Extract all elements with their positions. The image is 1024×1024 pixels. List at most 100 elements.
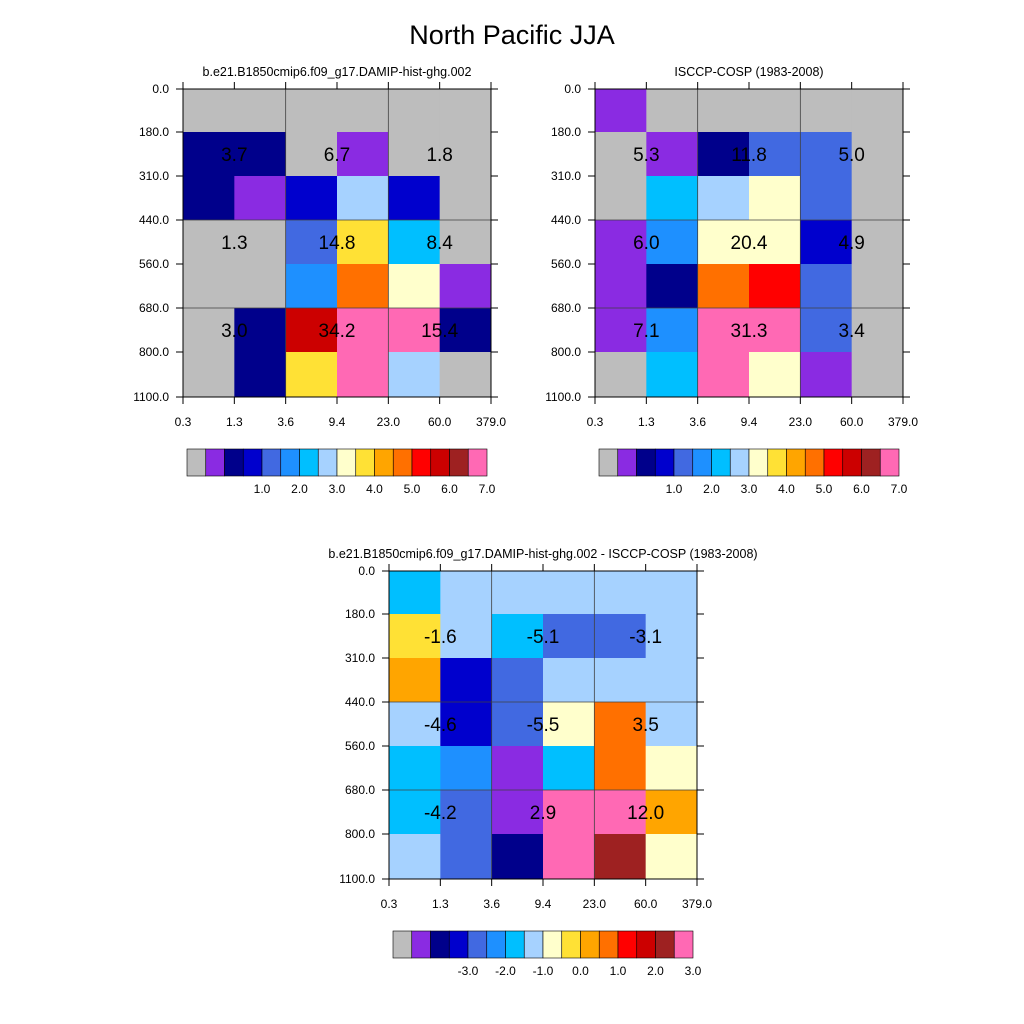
y-tick-label: 440.0 [551,213,581,227]
y-tick-label: 440.0 [139,213,169,227]
x-tick-label: 60.0 [840,415,864,429]
heatmap-cell [183,89,235,133]
x-tick-label: 379.0 [682,897,712,911]
block-value-label: 34.2 [319,321,356,342]
heatmap-cell [440,614,493,659]
heatmap-cell [234,352,287,398]
colorbar-label: 6.0 [853,482,870,496]
heatmap-cell [646,132,699,177]
panel-title: b.e21.B1850cmip6.f09_g17.DAMIP-hist-ghg.… [328,547,757,561]
colorbar-swatch [299,448,319,477]
heatmap-cell [389,614,441,659]
x-tick-label: 23.0 [789,415,813,429]
heatmap-cell [543,658,595,703]
colorbar-label: 2.0 [291,482,308,496]
y-tick-label: 0.0 [152,82,169,96]
y-tick-label: 1100.0 [133,390,169,404]
heatmap-cell [285,132,338,177]
x-tick-label: 1.3 [638,415,655,429]
colorbar-swatch [242,448,263,477]
heatmap-cell [595,176,647,221]
heatmap-cell [337,352,389,398]
colorbar-swatch [392,448,413,477]
heatmap-cell [234,132,287,177]
heatmap-cell [645,571,698,615]
heatmap-cell [800,220,853,265]
heatmap-cell [543,746,595,791]
colorbar-swatch [636,930,656,959]
heatmap-cell [337,220,389,265]
heatmap-cell [595,352,647,398]
heatmap-cell [491,790,544,835]
colorbar: -3.0 -2.0 -1.0 0.0 1.0 2.0 3.0 [392,930,702,978]
x-tick-label: 23.0 [583,897,607,911]
colorbar-swatch [467,448,488,477]
colorbar-swatch [617,448,637,477]
block-value-label: 1.8 [426,145,452,166]
heatmap-cell [646,176,699,221]
heatmap-cell [285,352,338,398]
heatmap-cell [491,658,544,703]
colorbar-swatch [467,930,488,959]
x-tick-label: 379.0 [888,415,918,429]
colorbar-swatch [692,448,712,477]
colorbar-label: -3.0 [458,964,479,978]
block-value-label: 5.3 [633,145,659,166]
colorbar-swatch [767,448,787,477]
colorbar-swatch [186,448,207,477]
heatmap-cell [440,658,493,703]
heatmap-cell [645,614,698,659]
block-value-label: 11.8 [731,145,767,166]
y-tick-label: 680.0 [139,301,169,315]
y-tick-label: 560.0 [345,739,375,753]
heatmap-cell [749,176,801,221]
colorbar-label: -2.0 [495,964,516,978]
colorbar-swatch [617,930,638,959]
colorbar-swatch [711,448,731,477]
block-value-label: 20.4 [731,233,768,254]
colorbar-swatch [523,930,544,959]
y-tick-label: 800.0 [345,827,375,841]
x-tick-label: 1.3 [226,415,243,429]
colorbar-swatch [804,448,825,477]
heatmap-cell [646,308,699,353]
colorbar-label: 3.0 [329,482,346,496]
block-value-label: 14.8 [319,233,356,254]
heatmap-cell [697,176,750,221]
colorbar-label: 3.0 [685,964,702,978]
block-value-label: 7.1 [633,321,659,342]
x-tick-label: 60.0 [634,897,658,911]
colorbar-swatch [654,448,675,477]
heatmap-cell [595,132,647,177]
heatmap-cell [389,571,441,615]
colorbar-swatch [823,448,844,477]
block-value-label: 31.3 [731,321,768,342]
block-value-label: 1.3 [221,233,247,254]
colorbar-label: -1.0 [533,964,554,978]
heatmap-cell [543,571,595,615]
heatmap-cell [234,220,287,265]
heatmap-cell [388,308,441,353]
heatmap-cell [234,264,287,309]
block-value-label: 3.0 [221,321,247,342]
colorbar-swatch [561,930,581,959]
block-value-label: 3.7 [221,145,247,166]
block-value-label: 8.4 [426,233,453,254]
heatmap-cell [388,89,441,133]
heatmap-cell [337,176,389,221]
heatmap-cell [440,571,493,615]
y-tick-label: 1100.0 [545,390,581,404]
heatmap-cell [595,264,647,309]
colorbar-swatch [205,448,225,477]
heatmap-cell [337,89,389,133]
x-tick-label: 23.0 [377,415,401,429]
heatmap-cell [491,834,544,880]
heatmap-cell [800,264,853,309]
colorbar-label: 1.0 [666,482,683,496]
x-tick-label: 9.4 [741,415,758,429]
y-tick-label: 0.0 [358,564,375,578]
heatmap-cell [285,176,338,221]
block-value-label: -4.2 [424,803,457,824]
heatmap-cell [851,308,904,353]
heatmap-cell [851,176,904,221]
